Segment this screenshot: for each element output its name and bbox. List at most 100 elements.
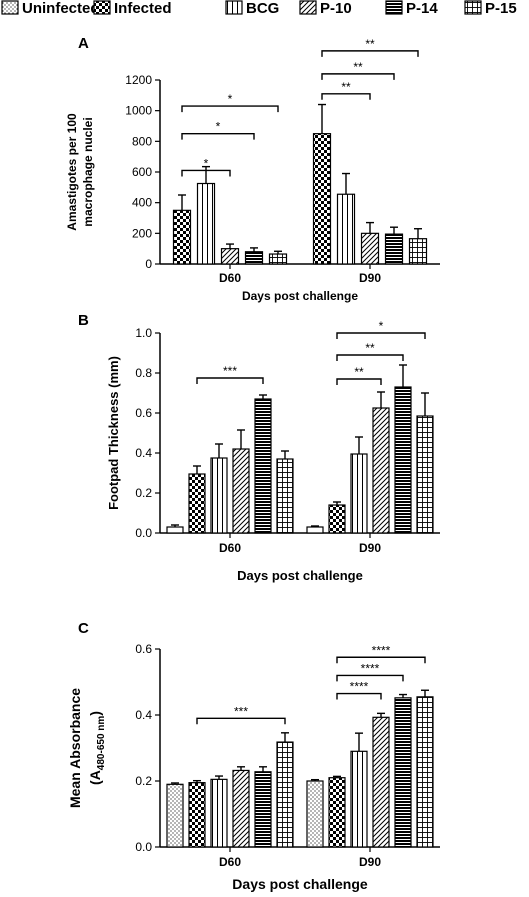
- y-axis-label-sub-main: (A: [87, 770, 103, 785]
- bar: [276, 741, 294, 848]
- y-tick-label: 200: [132, 226, 152, 240]
- x-axis-label: Days post challenge: [237, 568, 363, 583]
- y-tick-label: 0.0: [135, 526, 152, 540]
- y-tick-label: 800: [132, 134, 152, 148]
- bar: [394, 697, 412, 848]
- significance-bracket: [321, 73, 395, 80]
- y-axis-label: Mean Absorbance: [67, 688, 83, 808]
- legend-label: Infected: [114, 0, 172, 17]
- significance-bracket: [336, 354, 404, 361]
- bar: [244, 251, 264, 265]
- bar: [306, 526, 324, 534]
- significance-label: ****: [350, 680, 369, 694]
- significance-label: *: [204, 156, 209, 170]
- y-axis-label-line: macrophage nuclei: [81, 117, 95, 226]
- bar: [350, 453, 368, 534]
- bar: [306, 780, 324, 848]
- significance-bracket: [181, 105, 279, 113]
- legend-label: P-15: [485, 0, 517, 17]
- bar: [172, 209, 192, 265]
- bar: [336, 193, 356, 265]
- panel-label: A: [78, 35, 89, 52]
- x-tick-label: D90: [359, 541, 381, 555]
- bar: [276, 458, 294, 534]
- significance-bracket: [181, 132, 255, 140]
- bar: [416, 696, 434, 848]
- significance-bracket: [336, 656, 426, 664]
- legend-label: P-10: [320, 0, 352, 17]
- bar: [384, 233, 404, 265]
- significance-bracket: [336, 378, 382, 385]
- bar: [350, 750, 368, 848]
- bar: [416, 415, 434, 534]
- bar: [328, 777, 346, 848]
- y-tick-label: 0: [145, 257, 152, 271]
- panel-B: B 0.0 0.2 0.4 0.6 0.8 1.0 D60 D90 Days post chall…: [78, 312, 440, 583]
- y-tick-label: 0.0: [135, 840, 152, 854]
- significance-bracket: [196, 717, 286, 725]
- significance-bracket: [321, 50, 419, 57]
- panel-label: C: [78, 620, 89, 637]
- legend-label: BCG: [246, 0, 279, 17]
- bar: [220, 248, 240, 265]
- x-tick-label: D90: [359, 271, 381, 285]
- y-axis-label: Amastigotes per 100 macrophage nuclei: [65, 113, 95, 231]
- significance-bracket: [196, 377, 264, 384]
- y-tick-label: 0.6: [135, 406, 152, 420]
- bar: [254, 398, 272, 534]
- y-tick-label: 1.0: [135, 326, 152, 340]
- legend-swatch: [464, 0, 482, 15]
- bar: [232, 448, 250, 534]
- y-axis-label-line: Mean Absorbance: [67, 688, 83, 808]
- legend-swatch: [1, 0, 19, 15]
- bar: [254, 771, 272, 848]
- bar: [268, 253, 288, 265]
- bar: [232, 769, 250, 848]
- significance-label: *: [216, 120, 221, 134]
- y-axis-label-sub-end: ): [87, 711, 103, 716]
- legend-item: P-10: [299, 0, 352, 17]
- significance-bracket: [336, 332, 426, 339]
- bar: [188, 473, 206, 534]
- legend-item: Uninfected: [1, 0, 100, 17]
- bar: [328, 504, 346, 534]
- bar: [166, 783, 184, 848]
- significance-label: **: [365, 341, 375, 355]
- significance-bracket: [336, 692, 382, 700]
- y-tick-label: 0.6: [135, 642, 152, 656]
- y-tick-label: 1200: [125, 73, 152, 87]
- bar: [360, 232, 380, 265]
- y-tick-label: 0.2: [135, 486, 152, 500]
- legend-swatch: [299, 0, 317, 15]
- significance-label: ***: [223, 364, 237, 378]
- significance-label: **: [354, 365, 364, 379]
- bar: [372, 407, 390, 534]
- significance-label: *: [228, 92, 233, 106]
- x-tick-label: D60: [219, 541, 241, 555]
- panel-C: C 0.0 0.2 0.4 0.6 D60 D90 Days post challenge Me…: [67, 620, 440, 892]
- bar: [196, 182, 216, 265]
- legend-item: Infected: [93, 0, 172, 17]
- bar: [312, 133, 332, 265]
- x-tick-label: D90: [359, 855, 381, 869]
- legend-label: P-14: [406, 0, 438, 17]
- x-axis-label: Days post challenge: [232, 876, 368, 892]
- legend-swatch: [93, 0, 111, 15]
- legend-swatch: [385, 0, 403, 15]
- y-tick-label: 0.8: [135, 366, 152, 380]
- significance-label: **: [341, 80, 351, 94]
- x-axis-label: Days post challenge: [242, 289, 358, 303]
- legend: Uninfected Infected BCG P-10 P-14 P-15: [1, 0, 517, 17]
- significance-label: ****: [361, 661, 380, 675]
- significance-bracket: [181, 169, 231, 177]
- significance-label: ****: [372, 643, 391, 657]
- significance-bracket: [321, 93, 371, 100]
- legend-swatch: [225, 0, 243, 15]
- y-axis-label-subscript: 480-650 nm: [96, 716, 107, 771]
- y-tick-label: 0.4: [135, 446, 152, 460]
- x-tick-label: D60: [219, 271, 241, 285]
- significance-bracket: [336, 674, 404, 682]
- y-axis-label-sub: (A480-650 nm): [87, 711, 107, 785]
